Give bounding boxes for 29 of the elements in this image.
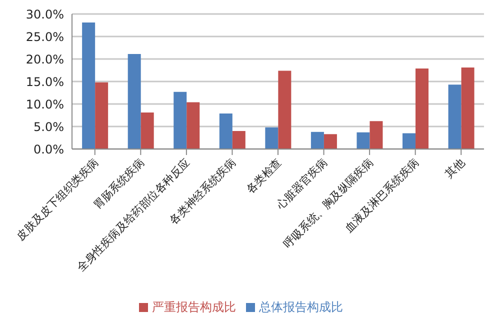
x-tick-label: 各类检查	[244, 156, 284, 196]
bar	[402, 133, 416, 149]
bar	[186, 102, 200, 149]
bar	[95, 82, 108, 149]
y-tick-label: 20.0%	[26, 52, 64, 66]
bar	[448, 84, 462, 149]
bar	[128, 54, 141, 149]
bar	[140, 112, 154, 149]
y-tick-label: 15.0%	[26, 74, 64, 89]
bar	[265, 127, 278, 149]
y-tick-label: 30.0%	[26, 7, 64, 22]
bar	[278, 70, 292, 149]
bar	[461, 68, 474, 149]
y-tick-label: 5.0%	[34, 120, 64, 134]
x-tick-label: 其他	[442, 156, 468, 181]
bar	[310, 132, 324, 149]
bar	[416, 68, 429, 149]
bar	[232, 131, 246, 149]
bar	[356, 132, 370, 149]
bar	[174, 92, 187, 149]
y-tick-label: 0.0%	[34, 142, 64, 156]
y-tick-label: 25.0%	[26, 30, 64, 44]
legend-label: 总体报告构成比	[259, 300, 343, 314]
bar	[219, 113, 232, 149]
legend-label: 严重报告构成比	[152, 300, 236, 314]
bar	[82, 22, 96, 149]
bar	[370, 121, 383, 149]
y-tick-label: 10.0%	[26, 97, 64, 112]
bar	[324, 134, 337, 149]
